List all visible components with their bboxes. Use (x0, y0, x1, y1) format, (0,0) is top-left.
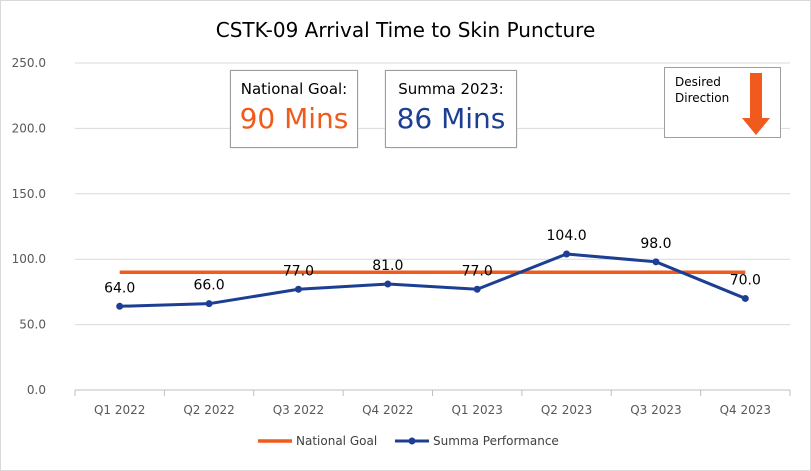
series-layer (116, 250, 749, 310)
y-tick-label: 250.0 (12, 56, 46, 70)
summa-performance-point (294, 285, 302, 293)
data-label: 104.0 (547, 228, 587, 244)
y-tick-label: 100.0 (12, 252, 46, 266)
x-tick-label: Q1 2022 (94, 403, 145, 417)
legend-summa-label: Summa Performance (433, 434, 559, 448)
data-label: 77.0 (283, 263, 314, 279)
data-label: 81.0 (372, 258, 403, 274)
y-tick-label: 0.0 (27, 383, 46, 397)
summa-callout: Summa 2023: 86 Mins (385, 70, 517, 148)
y-tick-label: 200.0 (12, 121, 46, 135)
down-arrow-icon (742, 73, 770, 135)
data-label: 98.0 (640, 236, 671, 252)
data-label: 64.0 (104, 280, 135, 296)
data-label: 66.0 (193, 278, 224, 294)
desired-direction-callout: Desired Direction (664, 67, 781, 138)
y-tick-label: 50.0 (19, 318, 46, 332)
national-goal-callout: National Goal: 90 Mins (230, 70, 358, 148)
y-tick-label: 150.0 (12, 187, 46, 201)
summa-callout-value: 86 Mins (396, 102, 506, 135)
national-goal-callout-label: National Goal: (240, 80, 348, 98)
x-tick-label: Q4 2023 (720, 403, 771, 417)
summa-performance-line (119, 252, 746, 308)
legend-summa-marker (408, 437, 416, 445)
summa-performance-point (563, 250, 571, 258)
data-label: 70.0 (730, 272, 761, 288)
summa-performance-point (205, 300, 213, 308)
x-tick-label: Q1 2023 (451, 403, 502, 417)
desired-direction-text: Desired Direction (675, 75, 730, 105)
summa-performance-point (473, 285, 481, 293)
summa-performance-point (652, 258, 660, 266)
x-tick-label: Q2 2023 (541, 403, 592, 417)
data-label: 77.0 (462, 263, 493, 279)
summa-performance-point (384, 280, 392, 288)
y-axis: 0.0 50.0 100.0 150.0 200.0 250.0 (12, 56, 46, 397)
x-tick-label: Q2 2022 (183, 403, 234, 417)
x-tick-label: Q3 2023 (630, 403, 681, 417)
x-tick-label: Q3 2022 (273, 403, 324, 417)
chart-title: CSTK-09 Arrival Time to Skin Puncture (215, 18, 596, 42)
legend: National Goal Summa Performance (258, 434, 559, 448)
legend-national-goal-label: National Goal (296, 434, 377, 448)
summa-performance-point (741, 294, 749, 302)
national-goal-callout-value: 90 Mins (239, 102, 349, 135)
x-axis: Q1 2022 Q2 2022 Q3 2022 Q4 2022 Q1 2023 Q2 20… (74, 390, 791, 417)
data-labels: 64.0 66.0 77.0 81.0 77.0 104.0 98.0 70.0 (104, 228, 761, 296)
x-tick-label: Q4 2022 (362, 403, 413, 417)
summa-performance-point (116, 302, 124, 310)
summa-callout-label: Summa 2023: (398, 80, 504, 98)
